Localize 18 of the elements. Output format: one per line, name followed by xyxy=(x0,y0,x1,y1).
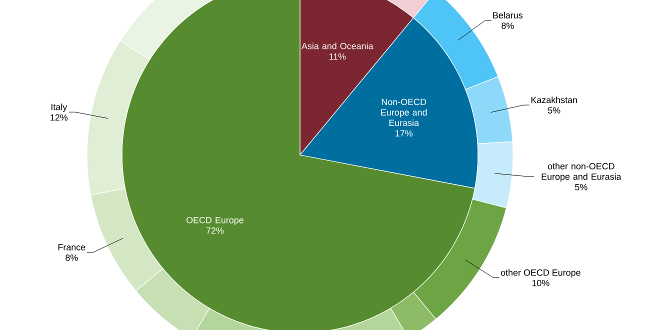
data-label: 12% xyxy=(50,114,68,121)
slice-label: other non-OECD Europe and Eurasia xyxy=(542,162,622,182)
data-label: 10% xyxy=(532,280,550,286)
slice-label: other OECD Europe xyxy=(500,269,580,278)
data-label: 8% xyxy=(66,254,78,261)
data-label: 17% xyxy=(396,130,412,136)
slice-label: Belarus xyxy=(493,12,523,18)
slice-label: Kazakhstan xyxy=(531,96,577,104)
slice-label: France xyxy=(58,244,86,250)
data-label: 72% xyxy=(206,227,224,234)
slice-label: OECD Europe xyxy=(186,216,244,226)
data-label: 8% xyxy=(502,22,514,29)
slice-label: Italy xyxy=(52,104,68,112)
slice-label: Asia and Oceania xyxy=(302,42,374,50)
data-label: 5% xyxy=(548,107,560,114)
data-label: 11% xyxy=(329,53,346,60)
data-label: 5% xyxy=(575,184,588,190)
slice-label: Non-OECD Europe and Eurasia xyxy=(381,98,427,126)
